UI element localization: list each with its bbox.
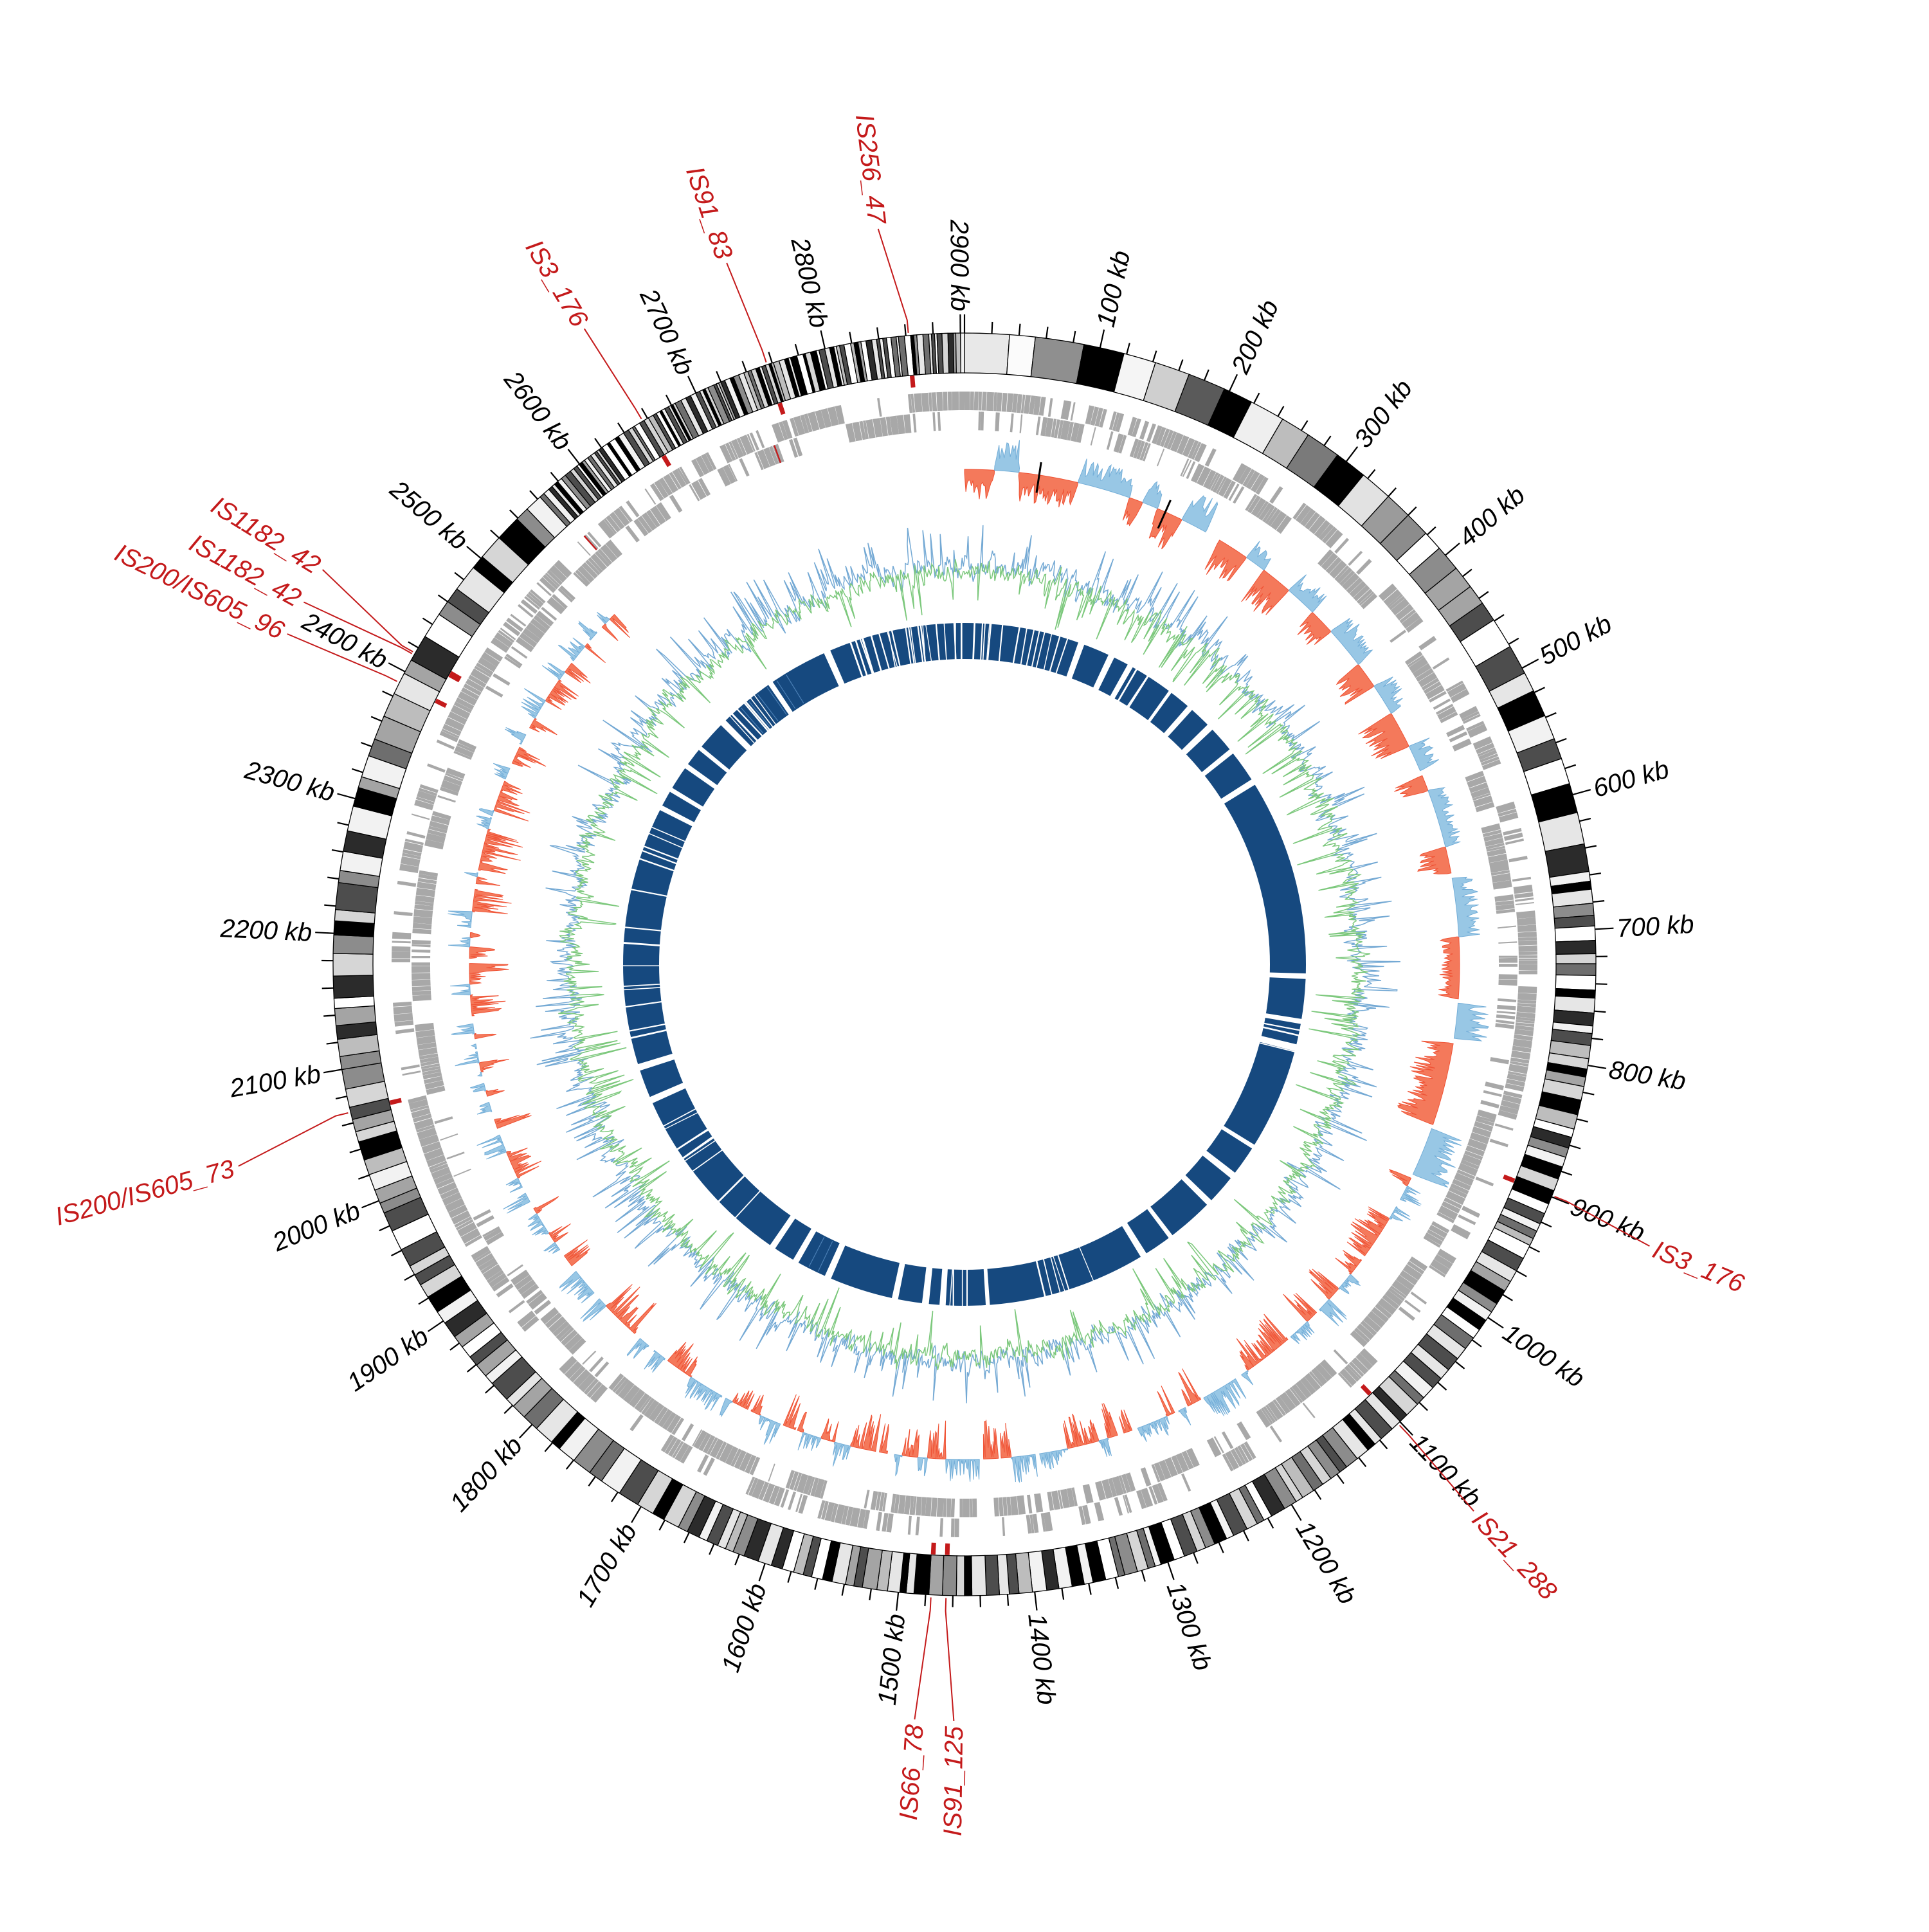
svg-text:2900 kb: 2900 kb	[945, 219, 974, 312]
svg-text:IS91_125: IS91_125	[939, 1726, 968, 1837]
svg-text:IS66_78: IS66_78	[894, 1723, 929, 1821]
svg-text:700 kb: 700 kb	[1616, 910, 1694, 943]
svg-text:2200 kb: 2200 kb	[219, 914, 312, 947]
